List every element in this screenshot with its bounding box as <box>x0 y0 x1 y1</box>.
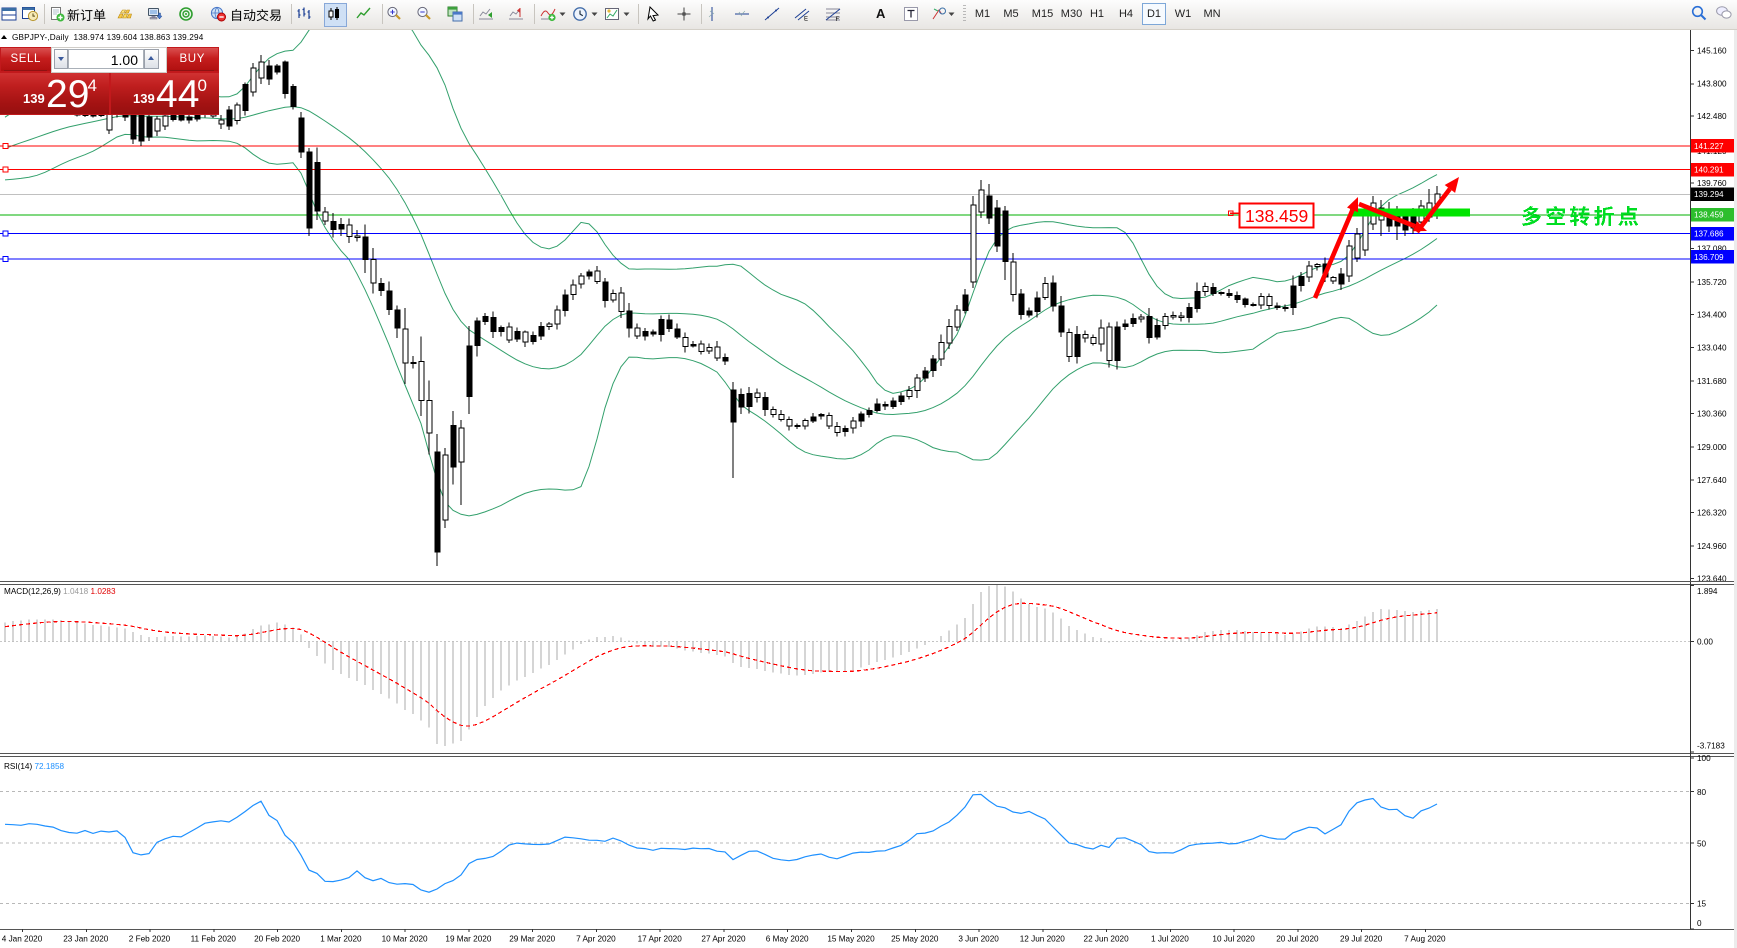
svg-text:139.760: 139.760 <box>1697 179 1727 188</box>
svg-text:3 Jun 2020: 3 Jun 2020 <box>958 935 999 944</box>
svg-text:7 Aug 2020: 7 Aug 2020 <box>1404 935 1446 944</box>
svg-text:129.000: 129.000 <box>1697 443 1727 452</box>
svg-text:137.080: 137.080 <box>1697 245 1727 254</box>
svg-text:127.640: 127.640 <box>1697 476 1727 485</box>
svg-text:-3.7183: -3.7183 <box>1697 742 1725 751</box>
svg-text:7 Apr 2020: 7 Apr 2020 <box>576 935 616 944</box>
svg-text:143.800: 143.800 <box>1697 80 1727 89</box>
svg-text:RSI(14) 72.1858: RSI(14) 72.1858 <box>4 762 65 771</box>
svg-text:138.459: 138.459 <box>1694 211 1724 220</box>
svg-text:100: 100 <box>1697 754 1711 763</box>
svg-text:23 Jan 2020: 23 Jan 2020 <box>63 935 109 944</box>
svg-text:20 Jul 2020: 20 Jul 2020 <box>1276 935 1319 944</box>
svg-text:135.720: 135.720 <box>1697 278 1727 287</box>
svg-text:130.360: 130.360 <box>1697 409 1727 418</box>
svg-text:140.291: 140.291 <box>1694 165 1724 174</box>
svg-text:50: 50 <box>1697 840 1707 849</box>
svg-text:15: 15 <box>1697 900 1707 909</box>
svg-text:29 Mar 2020: 29 Mar 2020 <box>509 935 555 944</box>
svg-text:F: F <box>836 17 840 22</box>
svg-text:27 Apr 2020: 27 Apr 2020 <box>701 935 746 944</box>
svg-text:25 May 2020: 25 May 2020 <box>891 935 939 944</box>
svg-text:1 Jul 2020: 1 Jul 2020 <box>1151 935 1189 944</box>
svg-text:133.040: 133.040 <box>1697 344 1727 353</box>
svg-text:1.894: 1.894 <box>1697 587 1718 596</box>
svg-text:15 May 2020: 15 May 2020 <box>827 935 875 944</box>
svg-text:134.400: 134.400 <box>1697 310 1727 319</box>
svg-text:E: E <box>804 17 808 23</box>
svg-text:20 Feb 2020: 20 Feb 2020 <box>254 935 300 944</box>
svg-text:2 Feb 2020: 2 Feb 2020 <box>129 935 171 944</box>
svg-text:137.686: 137.686 <box>1694 230 1724 239</box>
svg-text:124.960: 124.960 <box>1697 542 1727 551</box>
svg-text:29 Jul 2020: 29 Jul 2020 <box>1340 935 1383 944</box>
svg-text:6 May 2020: 6 May 2020 <box>766 935 809 944</box>
svg-text:19 Mar 2020: 19 Mar 2020 <box>445 935 491 944</box>
svg-text:80: 80 <box>1697 788 1707 797</box>
svg-text:0: 0 <box>1697 919 1702 928</box>
svg-text:141.227: 141.227 <box>1694 142 1724 151</box>
svg-text:131.680: 131.680 <box>1697 377 1727 386</box>
svg-text:0.00: 0.00 <box>1697 637 1713 646</box>
svg-text:MACD(12,26,9) 1.0418 1.0283: MACD(12,26,9) 1.0418 1.0283 <box>4 587 116 596</box>
svg-text:1 Mar 2020: 1 Mar 2020 <box>320 935 362 944</box>
svg-text:139.294: 139.294 <box>1694 190 1724 199</box>
svg-text:22 Jun 2020: 22 Jun 2020 <box>1084 935 1130 944</box>
svg-text:126.320: 126.320 <box>1697 509 1727 518</box>
svg-text:142.480: 142.480 <box>1697 112 1727 121</box>
svg-text:4 Jan 2020: 4 Jan 2020 <box>2 935 43 944</box>
svg-text:145.160: 145.160 <box>1697 46 1727 55</box>
svg-text:138.459: 138.459 <box>1245 206 1308 226</box>
svg-text:17 Apr 2020: 17 Apr 2020 <box>638 935 683 944</box>
svg-text:10 Jul 2020: 10 Jul 2020 <box>1212 935 1255 944</box>
svg-text:123.640: 123.640 <box>1697 574 1727 583</box>
svg-text:12 Jun 2020: 12 Jun 2020 <box>1020 935 1066 944</box>
svg-text:11 Feb 2020: 11 Feb 2020 <box>191 935 237 944</box>
svg-text:136.709: 136.709 <box>1694 253 1724 262</box>
svg-text:10 Mar 2020: 10 Mar 2020 <box>382 935 428 944</box>
